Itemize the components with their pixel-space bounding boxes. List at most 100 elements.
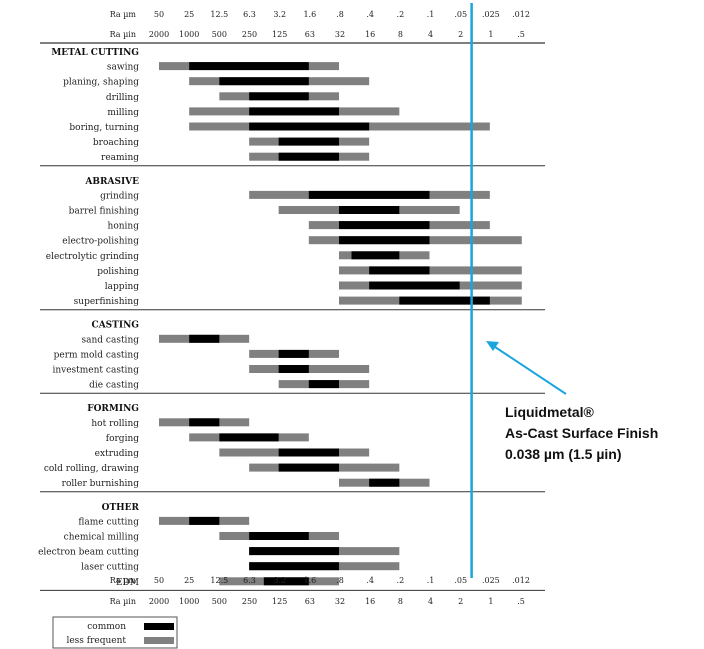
bottom_axis-um-tick: 50 <box>154 576 164 585</box>
process-label: reaming <box>101 153 139 163</box>
common-bar <box>338 221 430 230</box>
bottom_axis-uin-tick: 8 <box>398 597 403 606</box>
bottom_axis-um-tick: .012 <box>512 576 530 585</box>
group-title: CASTING <box>92 321 139 331</box>
process-label: electron beam cutting <box>38 548 139 558</box>
common-bar <box>278 448 339 457</box>
process-label: die casting <box>89 381 139 391</box>
common-bar <box>369 266 430 275</box>
common-bar <box>399 296 490 305</box>
common-bar <box>278 137 339 146</box>
common-bar <box>189 418 220 427</box>
common-bar <box>249 92 309 101</box>
top_axis-um-tick: 6.3 <box>243 10 256 19</box>
top_axis-uin-tick: .5 <box>517 30 525 39</box>
common-bar <box>338 206 400 214</box>
top_axis-uin-tick: 2000 <box>149 30 169 39</box>
callout-line: Liquidmetal® <box>505 404 595 420</box>
group-title: METAL CUTTING <box>51 48 139 58</box>
bottom_axis-um-tick: 25 <box>184 576 194 585</box>
common-bar <box>249 122 370 131</box>
common-bar <box>249 532 309 540</box>
process-label: electro-polishing <box>62 237 139 247</box>
legend-common-swatch <box>144 623 174 630</box>
bottom_axis-uin-tick: 125 <box>272 597 287 606</box>
process-label: grinding <box>100 191 139 201</box>
bottom_axis-um-tick: .8 <box>336 576 344 585</box>
bottom_axis-um-tick: 1.6 <box>303 576 316 585</box>
process-label: planing, shaping <box>63 78 139 88</box>
common-bar <box>278 463 339 472</box>
top_axis-uin-tick: 16 <box>365 30 375 39</box>
process-label: roller burnishing <box>62 479 140 489</box>
process-label: milling <box>107 108 139 118</box>
less-frequent-bar <box>249 365 370 373</box>
top_axis-um-label: Ra µm <box>110 10 137 19</box>
common-bar <box>278 349 309 358</box>
top_axis-um-tick: 3.2 <box>273 10 286 19</box>
bottom_axis-uin-tick: 63 <box>305 597 315 606</box>
process-label: barrel finishing <box>69 207 140 217</box>
bottom_axis-uin-label: Ra µin <box>110 597 136 606</box>
process-label: sand casting <box>82 335 140 345</box>
top_axis-uin-tick: 4 <box>428 30 433 39</box>
bottom_axis-um-tick: 3.2 <box>273 576 286 585</box>
top_axis-um-tick: 12.5 <box>210 10 228 19</box>
top_axis-uin-tick: 500 <box>212 30 227 39</box>
common-bar <box>369 281 460 290</box>
bottom_axis-uin-tick: 2 <box>458 597 463 606</box>
callout-arrow-head <box>486 341 499 351</box>
common-bar <box>278 365 309 373</box>
bottom_axis-um-tick: .4 <box>366 576 374 585</box>
process-label: perm mold casting <box>54 350 140 360</box>
common-bar <box>219 77 309 86</box>
bottom_axis-uin-tick: 500 <box>212 597 227 606</box>
process-label: lapping <box>105 282 139 292</box>
common-bar <box>278 152 339 161</box>
callout-line: As-Cast Surface Finish <box>505 425 658 441</box>
top_axis-um-tick: .012 <box>512 10 530 19</box>
process-label: cold rolling, drawing <box>44 464 139 474</box>
top_axis-um-tick: .4 <box>366 10 374 19</box>
top_axis-um-tick: 50 <box>154 10 164 19</box>
top_axis-um-tick: .8 <box>336 10 344 19</box>
process-label: flame cutting <box>78 517 139 527</box>
process-label: superfinishing <box>74 297 140 307</box>
process-label: drilling <box>106 93 139 103</box>
top_axis-um-tick: 25 <box>184 10 194 19</box>
top_axis-um-tick: .2 <box>397 10 405 19</box>
top_axis-um-tick: 1.6 <box>303 10 316 19</box>
top_axis-uin-tick: 32 <box>335 30 345 39</box>
process-label: investment casting <box>52 366 139 376</box>
group-title: FORMING <box>87 404 139 414</box>
bottom_axis-um-tick: 6.3 <box>243 576 256 585</box>
bottom_axis-uin-tick: 1 <box>488 597 493 606</box>
bottom_axis-um-tick: 12.5 <box>210 576 228 585</box>
top_axis-uin-tick: 8 <box>398 30 403 39</box>
process-label: sawing <box>107 63 139 73</box>
common-bar <box>308 380 339 389</box>
bottom_axis-uin-tick: 32 <box>335 597 345 606</box>
common-bar <box>189 334 220 343</box>
process-label: hot rolling <box>91 419 139 429</box>
legend-common-label: common <box>87 622 126 632</box>
bottom_axis-uin-tick: 2000 <box>149 597 169 606</box>
common-bar <box>369 478 400 487</box>
legend-less-frequent-label: less frequent <box>66 636 126 646</box>
callout-line: 0.038 µm (1.5 µin) <box>505 446 622 462</box>
process-label: chemical milling <box>64 533 140 543</box>
top_axis-uin-tick: 1000 <box>179 30 199 39</box>
group-title: OTHER <box>102 503 140 513</box>
legend-less-frequent-swatch <box>144 637 174 644</box>
bottom_axis-um-tick: .05 <box>454 576 467 585</box>
top_axis-uin-label: Ra µin <box>110 30 136 39</box>
process-label: polishing <box>97 267 139 277</box>
common-bar <box>308 190 430 199</box>
top_axis-um-tick: .1 <box>427 10 435 19</box>
callout-arrow-shaft <box>491 344 567 395</box>
top_axis-uin-tick: 63 <box>305 30 315 39</box>
common-bar <box>189 516 220 525</box>
common-bar <box>338 236 430 245</box>
top_axis-um-tick: .025 <box>482 10 500 19</box>
bottom_axis-uin-tick: 1000 <box>179 597 199 606</box>
